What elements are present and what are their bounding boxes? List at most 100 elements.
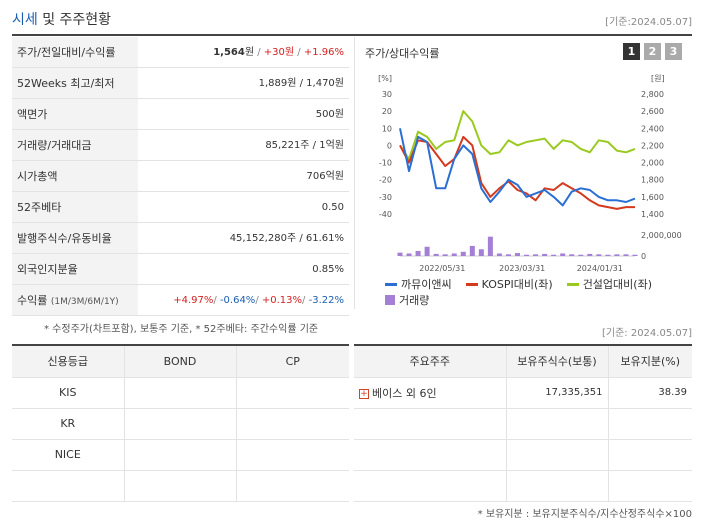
volume-bar: [469, 245, 475, 256]
chart-tab-2[interactable]: 2: [644, 43, 661, 60]
info-row-price: 주가/전일대비/수익률 1,564원 / +30원 / +1.96%: [12, 37, 349, 68]
legend-label: 까뮤이앤씨: [401, 278, 452, 291]
returns-label-periods: (1M/3M/6M/1Y): [50, 297, 119, 307]
sep: /: [213, 295, 220, 306]
volume-bar: [533, 254, 539, 256]
left-tick-label: -30: [379, 193, 392, 202]
footnote-adjusted: * 수정주가(차트포함), 보통주 기준, * 52주베타: 주간수익률 기준: [44, 324, 319, 335]
title-main: 시세: [12, 12, 38, 28]
holder-pct: 38.39: [607, 377, 692, 409]
left-tick-label: 30: [382, 90, 392, 99]
volume-bar: [397, 252, 403, 256]
table-row: [354, 439, 692, 471]
table-cell: [235, 470, 349, 502]
volume-bar: [542, 253, 548, 256]
col-header: 보유지분(%): [607, 346, 692, 378]
right-axis-unit: [원]: [651, 74, 665, 83]
volume-bar: [605, 254, 611, 256]
expand-plus-icon[interactable]: +: [359, 388, 369, 399]
left-tick-label: 0: [387, 141, 392, 150]
volume-bar: [478, 249, 484, 256]
legend-swatch: [566, 282, 579, 286]
return-6m: +0.13%: [261, 295, 303, 306]
info-value: +4.97%/ -0.64%/ +0.13%/ -3.22%: [138, 285, 349, 315]
stock-line: [399, 128, 636, 207]
col-header: CP: [235, 346, 349, 378]
return-3m: -0.64%: [219, 295, 256, 306]
right-tick-label: 2,600: [641, 107, 664, 116]
price-info-table: 주가/전일대비/수익률 1,564원 / +30원 / +1.96% 52Wee…: [12, 37, 349, 316]
info-label: 주가/전일대비/수익률: [12, 37, 138, 67]
legend-swatch: [385, 295, 395, 305]
info-label: 거래량/거래대금: [12, 130, 138, 160]
info-row-shares: 발행주식수/유동비율 45,152,280주 / 61.61%: [12, 223, 349, 254]
chart-tab-3[interactable]: 3: [665, 43, 682, 60]
holder-shares: 17,335,351: [505, 377, 608, 409]
return-1m: +4.97%: [173, 295, 214, 306]
volume-bar: [515, 253, 520, 256]
table-cell: KR: [12, 408, 124, 440]
volume-tick-label: 2,000,000: [641, 231, 682, 240]
right-tick-label: 2,200: [641, 141, 664, 150]
legend-item-stock[interactable]: 까뮤이앤씨: [385, 276, 452, 292]
volume-bar: [415, 250, 421, 256]
volume-bar: [433, 253, 439, 256]
volume-bar: [451, 253, 457, 256]
volume-bar: [460, 251, 466, 256]
col-header: 신용등급: [12, 346, 124, 378]
x-tick-label: 2024/01/31: [577, 264, 623, 273]
info-row-foreign: 외국인지분율 0.85%: [12, 254, 349, 285]
returns-label: 수익률: [17, 294, 48, 307]
legend-item-kospi[interactable]: KOSPI대비(좌): [465, 276, 553, 292]
legend-label: 건설업대비(좌): [582, 278, 652, 291]
kospi-relative-line: [399, 135, 635, 210]
info-label: 액면가: [12, 99, 138, 129]
table-row: [354, 470, 692, 502]
left-tick-label: -10: [379, 159, 392, 168]
price-unit: 원: [244, 47, 255, 58]
chart-panel: 주가/상대수익률 1 2 3 [%] [원] 30 20 10 0 -10 -20 -30 -40…: [354, 37, 692, 309]
table-cell: [123, 470, 236, 502]
right-tick-label: 2,400: [641, 124, 664, 133]
table-cell: [505, 439, 608, 471]
major-shareholders-table: 주요주주 보유주식수(보통) 보유지분(%) + 베이스 외 6인 17,335,…: [354, 344, 692, 502]
x-tick-label: 2022/05/31: [419, 264, 465, 273]
left-tick-label: -40: [379, 210, 392, 219]
table-cell: [354, 408, 506, 440]
volume-bar: [524, 254, 530, 256]
table-cell: [123, 408, 236, 440]
info-value: 1,564원 / +30원 / +1.96%: [138, 37, 349, 67]
table-cell: KIS: [12, 377, 124, 409]
table-cell: [505, 408, 608, 440]
holder-name[interactable]: 베이스 외 6인: [372, 386, 437, 400]
info-label: 외국인지분율: [12, 254, 138, 284]
legend-item-construction[interactable]: 건설업대비(좌): [566, 276, 652, 292]
volume-bar: [406, 253, 412, 256]
table-cell: [235, 377, 349, 409]
legend-label: 거래량: [399, 294, 430, 307]
table-row: NICE: [12, 439, 349, 471]
sep: /: [294, 47, 304, 58]
legend-item-volume[interactable]: 거래량: [385, 292, 429, 308]
volume-bar: [551, 254, 557, 256]
chart-tab-1[interactable]: 1: [623, 43, 640, 60]
volume-bar: [560, 253, 566, 256]
right-tick-label: 2,000: [641, 159, 664, 168]
col-header: 보유주식수(보통): [505, 346, 608, 378]
left-tick-label: 10: [382, 124, 392, 133]
table-cell: [607, 408, 692, 440]
table-cell: [354, 439, 506, 471]
table-cell: [354, 470, 506, 502]
table-row: [354, 408, 692, 440]
info-value: 500원: [315, 109, 344, 120]
col-header: 주요주주: [354, 346, 506, 378]
table-cell: [235, 408, 349, 440]
credit-rating-table: 신용등급 BOND CP KIS KR NICE: [12, 344, 349, 502]
info-label: 발행주식수/유동비율: [12, 223, 138, 253]
price-value: 1,564: [213, 47, 245, 58]
sep: /: [255, 295, 262, 306]
info-row-returns: 수익률 (1M/3M/6M/1Y) +4.97%/ -0.64%/ +0.13%…: [12, 285, 349, 316]
volume-tick-label: 0: [641, 252, 646, 261]
table-cell: [505, 470, 608, 502]
info-row-beta: 52주베타 0.50: [12, 192, 349, 223]
